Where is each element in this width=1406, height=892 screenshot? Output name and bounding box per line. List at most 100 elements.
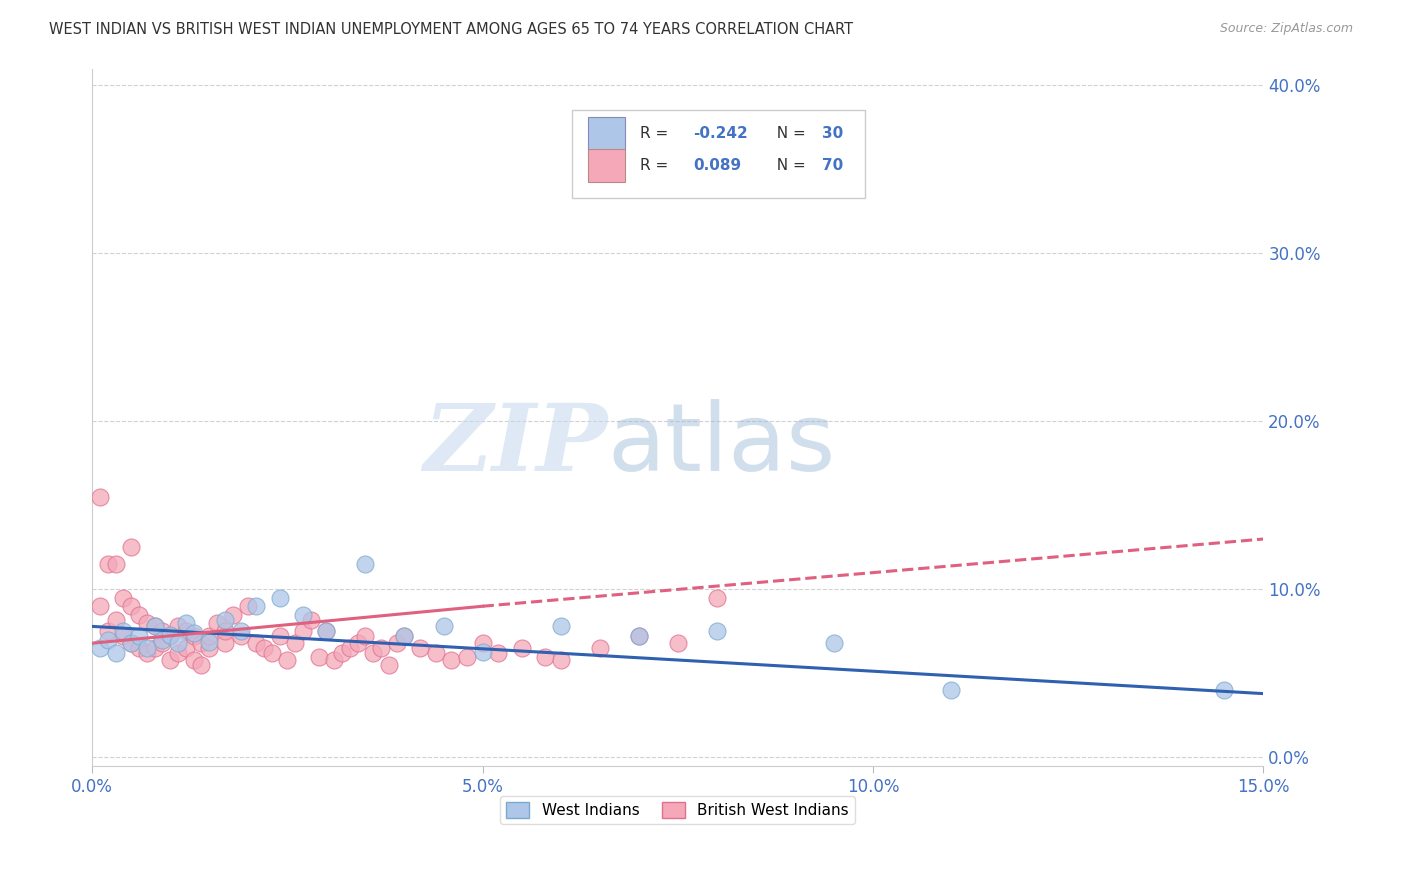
Point [89,490,111,504]
Point [183,626,205,640]
Point [534,649,557,664]
Point [190,658,212,673]
Point [269,630,291,644]
Point [394,630,416,644]
Point [245,599,267,614]
Point [706,624,728,639]
Point [120,636,142,650]
Point [354,558,377,572]
FancyBboxPatch shape [588,117,626,150]
Point [323,653,346,667]
Point [486,646,509,660]
Point [291,624,314,639]
Point [666,636,689,650]
Point [135,615,157,630]
Point [1213,683,1236,698]
Point [97,558,120,572]
Point [112,591,135,605]
Point [190,636,212,650]
Point [152,624,174,639]
Point [510,641,533,656]
Text: 70: 70 [823,158,844,173]
Point [143,619,166,633]
Point [152,632,174,647]
Point [135,641,157,656]
Text: N =: N = [766,158,810,173]
Point [89,641,111,656]
Point [159,653,181,667]
Point [97,632,120,647]
Point [214,636,236,650]
Text: atlas: atlas [607,399,835,491]
Point [315,624,337,639]
Point [104,646,127,660]
Point [456,649,478,664]
Point [471,636,494,650]
Point [269,591,291,605]
Point [627,630,650,644]
Point [159,628,181,642]
Point [198,641,221,656]
Point [112,624,135,639]
Text: N =: N = [766,126,810,141]
FancyBboxPatch shape [588,149,626,182]
Text: Source: ZipAtlas.com: Source: ZipAtlas.com [1219,22,1353,36]
Text: -0.242: -0.242 [693,126,748,141]
Point [291,607,314,622]
Text: 30: 30 [823,126,844,141]
Point [152,636,174,650]
Point [128,630,150,644]
Point [550,619,572,633]
Point [135,646,157,660]
Point [330,646,353,660]
Point [143,641,166,656]
Point [253,641,276,656]
Point [205,615,228,630]
Text: ZIP: ZIP [423,401,607,490]
Point [315,624,337,639]
Point [939,683,962,698]
Point [167,619,190,633]
Point [214,613,236,627]
Text: 0.089: 0.089 [693,158,741,173]
Point [440,653,463,667]
Point [260,646,283,660]
Point [174,624,197,639]
Point [432,619,454,633]
FancyBboxPatch shape [572,111,865,197]
Point [370,641,392,656]
Point [361,646,384,660]
Point [183,653,205,667]
Point [409,641,432,656]
Point [229,630,252,644]
Point [339,641,361,656]
Point [183,630,205,644]
Point [159,630,181,644]
Text: WEST INDIAN VS BRITISH WEST INDIAN UNEMPLOYMENT AMONG AGES 65 TO 74 YEARS CORREL: WEST INDIAN VS BRITISH WEST INDIAN UNEMP… [49,22,853,37]
Point [167,636,190,650]
Point [284,636,307,650]
Point [214,624,236,639]
Point [128,641,150,656]
Point [120,541,142,555]
Point [229,624,252,639]
Text: R =: R = [640,158,673,173]
Point [174,615,197,630]
Point [97,624,120,639]
Point [238,599,260,614]
Point [120,636,142,650]
Point [823,636,845,650]
Point [128,607,150,622]
Point [104,613,127,627]
Point [385,636,408,650]
Point [174,641,197,656]
Point [198,630,221,644]
Legend: West Indians, British West Indians: West Indians, British West Indians [501,797,855,824]
Point [550,653,572,667]
Point [104,558,127,572]
Point [308,649,330,664]
Point [112,630,135,644]
Point [299,613,322,627]
Point [222,607,245,622]
Point [425,646,447,660]
